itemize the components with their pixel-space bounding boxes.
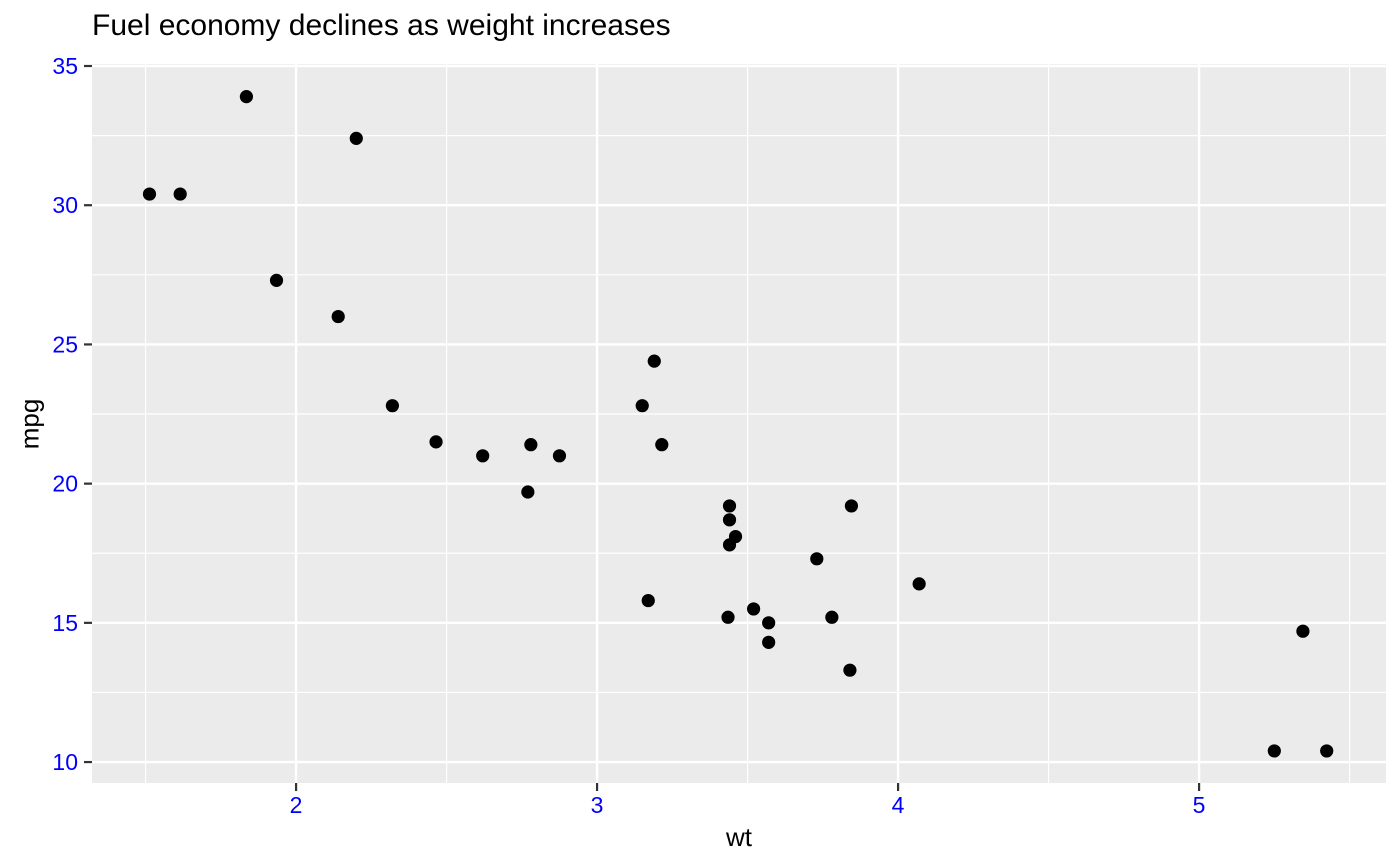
data-point [385, 399, 399, 413]
data-point [521, 485, 535, 499]
data-point [239, 90, 254, 104]
data-point [655, 438, 669, 452]
plot-title: Fuel economy declines as weight increase… [92, 9, 671, 42]
x-tick-label: 5 [1193, 792, 1206, 818]
data-point [843, 663, 857, 677]
x-axis-title: wt [726, 822, 752, 852]
x-tick-label: 4 [892, 792, 905, 818]
data-point [844, 499, 859, 513]
data-point [635, 399, 649, 413]
data-point [173, 187, 187, 201]
data-point [762, 616, 776, 630]
data-point [722, 499, 737, 513]
x-tick-label: 2 [290, 792, 303, 818]
data-point [641, 593, 655, 608]
data-point [476, 449, 490, 463]
data-point [722, 513, 737, 527]
y-tick-label: 30 [52, 192, 78, 218]
data-point [1296, 624, 1310, 638]
data-point [1320, 744, 1334, 758]
data-point [142, 187, 157, 201]
plot-panel [92, 64, 1386, 783]
data-point [721, 610, 735, 624]
y-tick-label: 15 [52, 610, 78, 636]
y-tick-label: 25 [52, 331, 78, 357]
data-point [722, 538, 737, 552]
data-point [762, 635, 776, 649]
data-point [810, 552, 824, 566]
data-point [825, 610, 839, 624]
data-point [331, 309, 345, 324]
data-point [912, 577, 926, 591]
data-point [746, 602, 761, 616]
data-point [524, 438, 538, 452]
y-axis-title: mpg [14, 398, 45, 450]
y-tick-label: 35 [52, 53, 78, 79]
y-tick-label: 10 [52, 749, 78, 775]
data-point [269, 273, 284, 287]
y-tick-label: 20 [52, 471, 78, 497]
data-point [647, 354, 661, 368]
data-point [349, 131, 363, 145]
data-point [1267, 744, 1281, 758]
x-tick-label: 3 [591, 792, 604, 818]
data-point [552, 449, 567, 463]
data-point [429, 435, 443, 449]
